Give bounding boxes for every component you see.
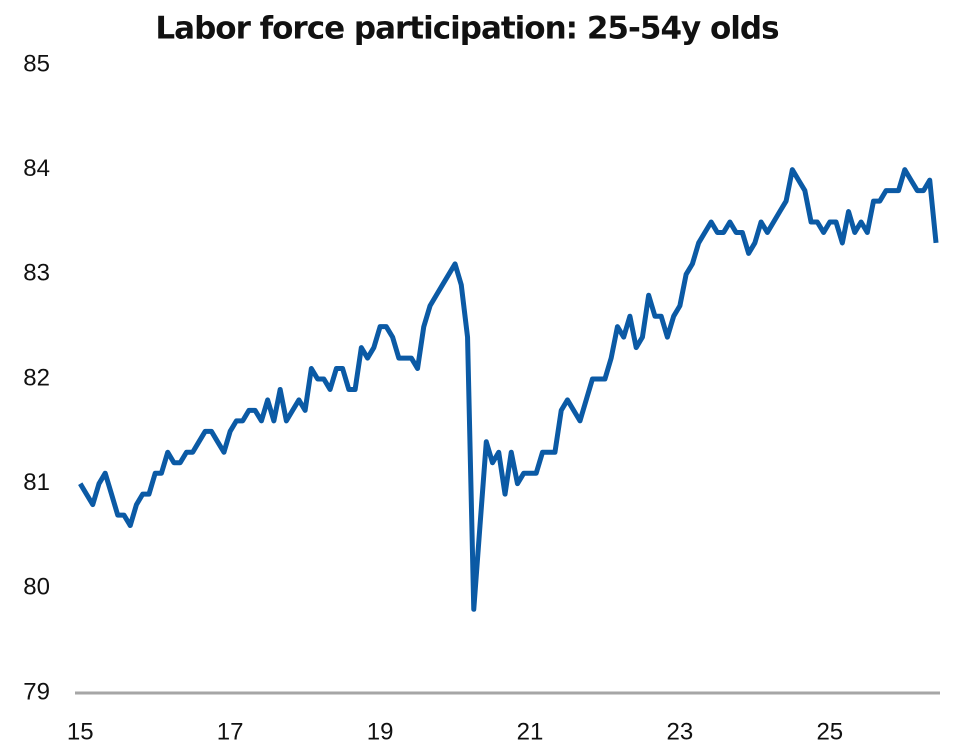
- y-tick-label: 81: [23, 469, 50, 496]
- y-tick-label: 85: [23, 50, 50, 77]
- x-tick-label: 25: [816, 718, 843, 745]
- y-tick-label: 84: [23, 155, 50, 182]
- y-tick-label: 80: [23, 574, 50, 601]
- y-tick-label: 83: [23, 260, 50, 287]
- y-tick-label: 79: [23, 678, 50, 705]
- x-tick-label: 17: [217, 718, 244, 745]
- x-tick-label: 21: [517, 718, 544, 745]
- x-tick-label: 15: [67, 718, 94, 745]
- x-tick-label: 23: [667, 718, 694, 745]
- data-line: [78, 167, 939, 612]
- y-tick-label: 82: [23, 364, 50, 391]
- x-tick-label: 19: [367, 718, 394, 745]
- chart-title: Labor force participation: 25-54y olds: [155, 11, 778, 47]
